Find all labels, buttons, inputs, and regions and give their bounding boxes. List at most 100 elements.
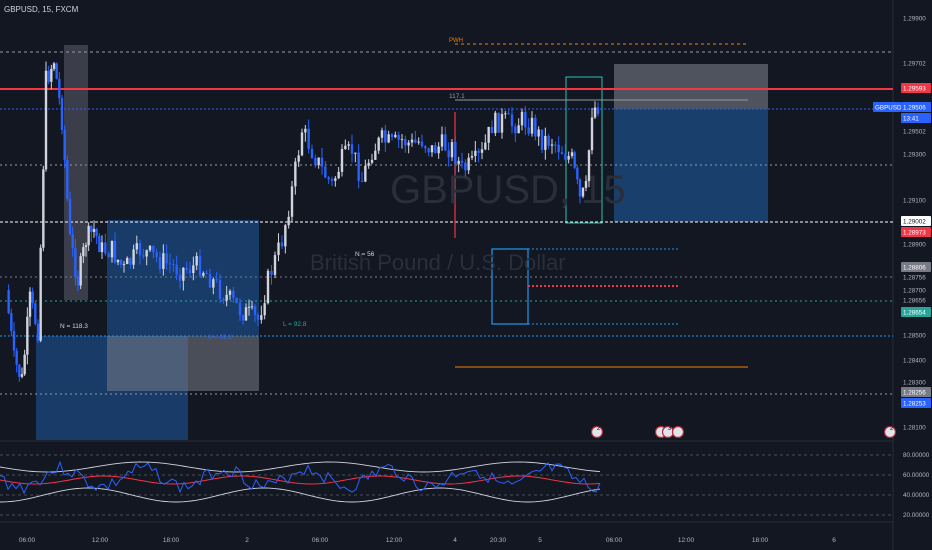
candle-body-81: [250, 306, 254, 308]
candle-body-71: [218, 279, 222, 299]
candle-body-139: [444, 134, 447, 151]
candle-body-151: [484, 142, 487, 150]
annotation-t1: 117.1: [449, 93, 465, 100]
candle-body-17: [52, 63, 56, 69]
candle-body-125: [397, 134, 400, 140]
candle-body-34: [98, 235, 101, 253]
candle-body-8: [28, 291, 32, 317]
candle-body-152: [487, 126, 490, 143]
indicator-label-3: 20.00000: [903, 512, 930, 519]
candle-body-16: [50, 68, 53, 82]
candle-body-72: [222, 298, 225, 301]
symbol-title[interactable]: GBPUSD, 15, FXCM: [4, 5, 79, 14]
candle-body-107: [337, 171, 340, 179]
candle-body-104: [327, 177, 330, 180]
candle-body-162: [520, 111, 524, 126]
candle-body-52: [155, 252, 158, 258]
candle-body-150: [480, 149, 484, 153]
candle-body-119: [377, 137, 380, 151]
candle-body-55: [165, 253, 168, 264]
candle-body-98: [307, 128, 310, 149]
candle-body-101: [317, 157, 320, 166]
time-label-10: 12:00: [678, 537, 695, 544]
candle-body-7: [26, 316, 29, 355]
price-label-19: 1.28300: [903, 380, 926, 387]
candle-body-145: [464, 162, 467, 171]
candle-body-63: [192, 265, 195, 274]
price-tag-bg-10: [901, 227, 931, 237]
candle-body-144: [460, 160, 464, 163]
event-badge-4: 2: [890, 426, 894, 432]
candle-body-15: [47, 70, 50, 82]
time-label-0: 06:00: [19, 537, 36, 544]
candle-body-96: [300, 132, 304, 156]
candle-body-137: [437, 146, 440, 154]
price-label-18: 1.28400: [903, 358, 926, 365]
candle-body-131: [417, 141, 420, 143]
candle-body-70: [215, 279, 218, 281]
candle-body-13: [42, 169, 45, 248]
indicator-label-1: 60.00000: [903, 472, 930, 479]
price-tag-bg-20: [901, 387, 931, 397]
watermark-symbol: GBPUSD, 15: [390, 168, 626, 212]
candle-body-46: [135, 243, 138, 250]
candle-body-24: [71, 234, 74, 249]
candle-body-167: [537, 129, 540, 137]
candle-body-157: [504, 113, 507, 115]
price-label-6: 1.29502: [903, 129, 926, 136]
candle-body-79: [244, 307, 248, 321]
candle-body-102: [320, 157, 324, 167]
event-icon-0: [590, 425, 604, 439]
annotation-n2: N = 56: [355, 251, 375, 258]
candle-body-116: [367, 162, 370, 166]
price-tag-bg-3: [873, 102, 901, 112]
candle-body-177: [570, 152, 574, 156]
candle-body-176: [567, 155, 570, 160]
candle-body-76: [235, 297, 238, 303]
price-label-0: 1.29900: [903, 16, 926, 23]
candle-body-156: [500, 113, 504, 133]
candle-body-41: [119, 259, 123, 265]
candle-body-68: [208, 273, 212, 288]
time-label-9: 06:00: [606, 537, 623, 544]
candle-body-166: [534, 117, 537, 137]
candle-body-91: [284, 225, 287, 247]
candle-body-146: [467, 157, 470, 171]
candle-body-82: [253, 306, 257, 315]
candle-body-60: [182, 267, 185, 281]
box-gray-right: [614, 64, 768, 109]
candle-body-159: [510, 114, 514, 127]
indicator-signal: [0, 475, 601, 485]
candle-body-169: [544, 135, 547, 150]
candle-body-26: [76, 276, 80, 286]
price-label-12: 1.28806: [903, 265, 926, 272]
candle-body-3: [15, 350, 18, 365]
candle-body-33: [95, 229, 98, 236]
candle-body-31: [90, 225, 93, 233]
price-label-3: GBPUSD: [875, 105, 902, 112]
candle-body-20: [60, 98, 64, 131]
candle-body-37: [107, 253, 110, 258]
candle-body-114: [360, 180, 364, 182]
time-label-8: 5: [538, 537, 542, 544]
candle-body-99: [310, 148, 314, 159]
candle-body-147: [470, 155, 474, 158]
candle-body-1: [10, 313, 13, 332]
candle-body-128: [407, 142, 410, 146]
candle-body-94: [294, 161, 297, 187]
price-tag-bg-21: [901, 398, 931, 408]
candle-body-181: [581, 187, 585, 197]
candle-body-11: [36, 323, 40, 341]
candle-body-5: [20, 374, 24, 377]
candle-body-154: [494, 112, 497, 134]
candle-body-103: [324, 166, 327, 178]
candle-body-89: [277, 242, 280, 256]
indicator-label-2: 40.00000: [903, 492, 930, 499]
candle-body-23: [68, 198, 72, 235]
price-tag-bg-16: [901, 307, 931, 317]
candle-body-80: [247, 306, 251, 308]
candle-body-130: [414, 139, 417, 143]
candle-body-95: [297, 155, 300, 162]
time-label-12: 6: [832, 537, 836, 544]
